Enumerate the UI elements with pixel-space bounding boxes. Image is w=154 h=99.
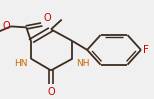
Text: O: O: [2, 21, 10, 31]
Text: F: F: [143, 45, 149, 55]
Text: NH: NH: [76, 59, 90, 68]
Text: O: O: [43, 13, 51, 23]
Text: O: O: [47, 87, 55, 97]
Text: HN: HN: [14, 59, 27, 68]
